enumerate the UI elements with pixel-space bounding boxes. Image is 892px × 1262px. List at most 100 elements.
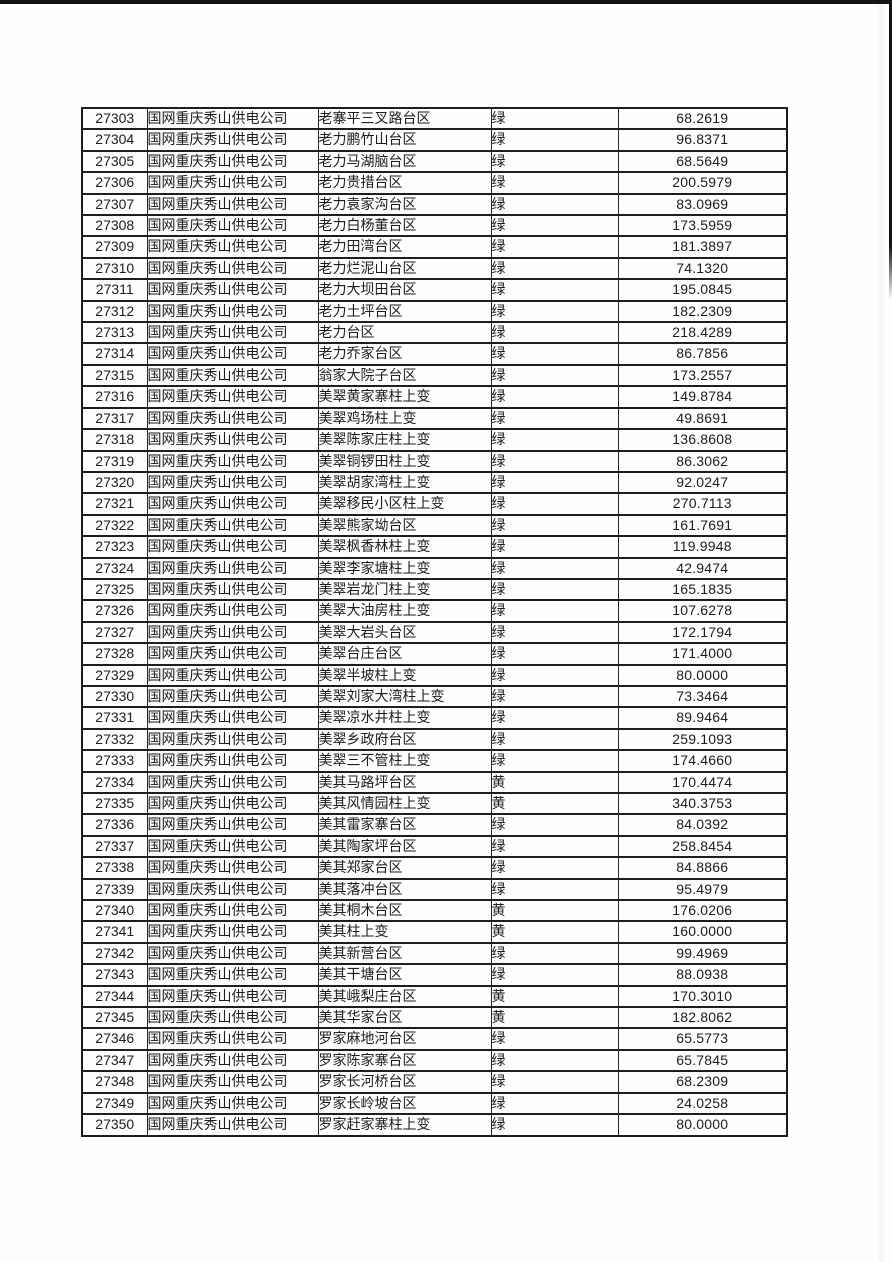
cell-row-id: 27337 (81, 834, 148, 859)
cell-load-value: 270.7113 (617, 492, 788, 516)
table-row: 27319 国网重庆秀山供电公司 美翠铜锣田柱上变绿 86.3062 (81, 449, 788, 473)
cell-load-value: 136.8608 (617, 428, 788, 452)
cell-row-id: 27319 (81, 449, 148, 473)
cell-row-id: 27332 (81, 727, 148, 752)
cell-row-id: 27339 (81, 877, 148, 902)
cell-company: 国网重庆秀山供电公司 (146, 706, 319, 730)
scan-edge-right (889, 0, 892, 300)
cell-load-value: 173.5959 (617, 214, 788, 238)
table-row: 27331 国网重庆秀山供电公司 美翠凉水井柱上变绿 89.9464 (81, 706, 788, 730)
cell-status: 绿 (490, 470, 619, 495)
table-row: 27308 国网重庆秀山供电公司 老力白杨董台区绿 173.5959 (81, 214, 788, 238)
table-row: 27344 国网重庆秀山供电公司 美其峨梨庄台区黄 170.3010 (81, 984, 788, 1009)
cell-station-name: 美翠黄家寨柱上变 (317, 385, 492, 409)
cell-row-id: 27314 (81, 342, 148, 366)
cell-company: 国网重庆秀山供电公司 (146, 192, 319, 217)
cell-company: 国网重庆秀山供电公司 (146, 513, 319, 538)
cell-station-name: 美翠枫香林柱上变 (317, 535, 492, 559)
cell-company: 国网重庆秀山供电公司 (146, 214, 319, 238)
cell-company: 国网重庆秀山供电公司 (146, 1091, 319, 1116)
cell-status: 黄 (490, 791, 619, 816)
cell-status: 绿 (490, 106, 619, 131)
table-row: 27323 国网重庆秀山供电公司 美翠枫香林柱上变绿 119.9948 (81, 535, 788, 559)
cell-row-id: 27329 (81, 663, 148, 687)
cell-company: 国网重庆秀山供电公司 (146, 791, 319, 816)
cell-load-value: 86.7856 (617, 342, 788, 366)
cell-station-name: 老寨平三叉路台区 (317, 106, 492, 131)
cell-load-value: 86.3062 (617, 449, 788, 473)
cell-load-value: 88.0938 (617, 963, 788, 987)
cell-company: 国网重庆秀山供电公司 (146, 535, 319, 559)
cell-status: 绿 (490, 406, 619, 431)
cell-load-value: 95.4979 (617, 877, 788, 902)
cell-load-value: 200.5979 (617, 171, 788, 195)
cell-company: 国网重庆秀山供电公司 (146, 577, 319, 602)
table-row: 27329 国网重庆秀山供电公司 美翠半坡柱上变绿 80.0000 (81, 663, 788, 687)
cell-row-id: 27318 (81, 428, 148, 452)
table-row: 27339 国网重庆秀山供电公司 美其落冲台区绿 95.4979 (81, 877, 788, 902)
cell-row-id: 27349 (81, 1091, 148, 1116)
cell-status: 绿 (490, 663, 619, 687)
cell-status: 绿 (490, 941, 619, 966)
cell-load-value: 165.1835 (617, 577, 788, 602)
cell-status: 绿 (490, 214, 619, 238)
scan-edge-top (0, 0, 892, 4)
cell-load-value: 80.0000 (617, 663, 788, 687)
cell-row-id: 27316 (81, 385, 148, 409)
table-row: 27309 国网重庆秀山供电公司 老力田湾台区绿 181.3897 (81, 235, 788, 259)
cell-station-name: 美翠李家塘柱上变 (317, 556, 492, 580)
cell-station-name: 美其风情园柱上变 (317, 791, 492, 816)
table-row: 27349 国网重庆秀山供电公司 罗家长岭坡台区绿 24.0258 (81, 1091, 788, 1116)
cell-company: 国网重庆秀山供电公司 (146, 449, 319, 473)
cell-load-value: 172.1794 (617, 620, 788, 645)
cell-station-name: 美其新营台区 (317, 941, 492, 966)
cell-status: 绿 (490, 299, 619, 324)
cell-status: 绿 (490, 1070, 619, 1094)
cell-station-name: 美其陶家坪台区 (317, 834, 492, 859)
cell-company: 国网重庆秀山供电公司 (146, 877, 319, 902)
cell-status: 绿 (490, 363, 619, 388)
cell-row-id: 27317 (81, 406, 148, 431)
table-row: 27341 国网重庆秀山供电公司 美其柱上变黄 160.0000 (81, 920, 788, 944)
cell-station-name: 老力乔家台区 (317, 342, 492, 366)
cell-status: 绿 (490, 128, 619, 152)
cell-station-name: 美翠大岩头台区 (317, 620, 492, 645)
table-row: 27328 国网重庆秀山供电公司 美翠台庄台区绿 171.4000 (81, 642, 788, 666)
cell-row-id: 27322 (81, 513, 148, 538)
cell-company: 国网重庆秀山供电公司 (146, 492, 319, 516)
cell-station-name: 美翠岩龙门柱上变 (317, 577, 492, 602)
cell-station-name: 罗家长岭坡台区 (317, 1091, 492, 1116)
cell-company: 国网重庆秀山供电公司 (146, 1006, 319, 1030)
cell-load-value: 80.0000 (617, 1113, 788, 1137)
cell-row-id: 27308 (81, 214, 148, 238)
table-row: 27322 国网重庆秀山供电公司 美翠熊家坳台区绿 161.7691 (81, 513, 788, 538)
cell-status: 绿 (490, 492, 619, 516)
table-row: 27324 国网重庆秀山供电公司 美翠李家塘柱上变绿 42.9474 (81, 556, 788, 580)
cell-row-id: 27313 (81, 321, 148, 345)
cell-row-id: 27312 (81, 299, 148, 324)
cell-row-id: 27338 (81, 856, 148, 880)
cell-station-name: 美翠大油房柱上变 (317, 599, 492, 623)
cell-row-id: 27323 (81, 535, 148, 559)
cell-load-value: 259.1093 (617, 727, 788, 752)
cell-row-id: 27335 (81, 791, 148, 816)
cell-station-name: 美其雷家寨台区 (317, 813, 492, 837)
cell-status: 黄 (490, 1006, 619, 1030)
cell-status: 黄 (490, 770, 619, 795)
cell-status: 绿 (490, 706, 619, 730)
cell-status: 绿 (490, 877, 619, 902)
cell-status: 绿 (490, 684, 619, 709)
cell-station-name: 老力鹏竹山台区 (317, 128, 492, 152)
table-row: 27333 国网重庆秀山供电公司 美翠三不管柱上变绿 174.4660 (81, 749, 788, 773)
cell-load-value: 89.9464 (617, 706, 788, 730)
cell-company: 国网重庆秀山供电公司 (146, 1048, 319, 1073)
cell-status: 绿 (490, 963, 619, 987)
cell-status: 绿 (490, 235, 619, 259)
cell-status: 绿 (490, 535, 619, 559)
cell-load-value: 195.0845 (617, 278, 788, 302)
cell-station-name: 美翠刘家大湾柱上变 (317, 684, 492, 709)
table-row: 27320 国网重庆秀山供电公司 美翠胡家湾柱上变绿 92.0247 (81, 470, 788, 495)
cell-company: 国网重庆秀山供电公司 (146, 342, 319, 366)
cell-status: 绿 (490, 834, 619, 859)
